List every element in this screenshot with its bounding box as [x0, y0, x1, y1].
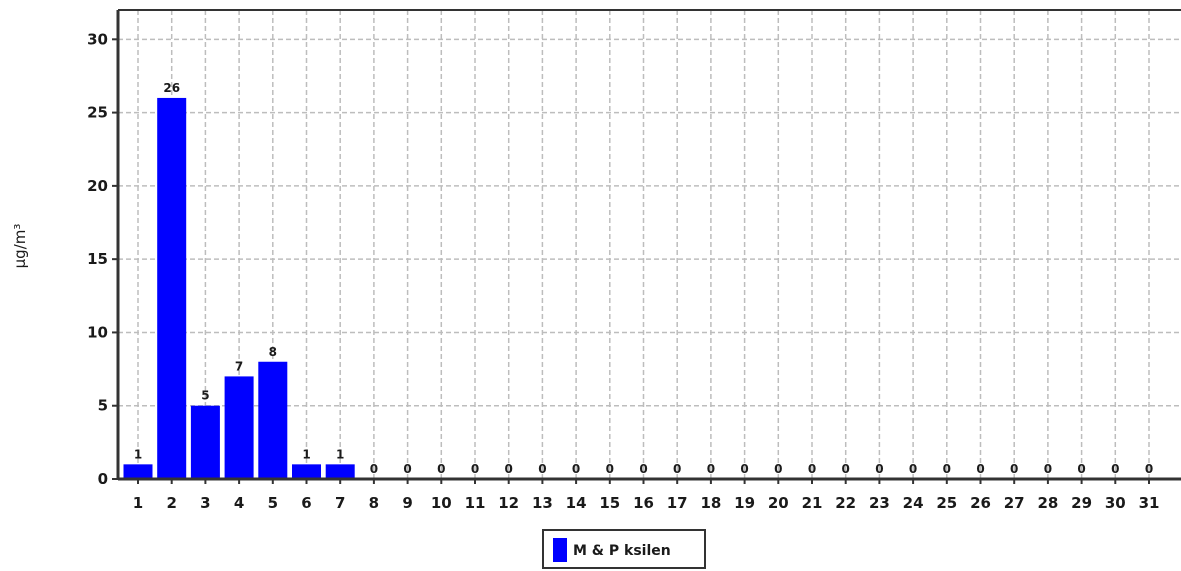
data-label: 7: [235, 359, 243, 373]
data-label: 0: [639, 462, 647, 476]
data-label: 0: [538, 462, 546, 476]
x-tick-label: 25: [936, 494, 957, 512]
data-label: 5: [201, 389, 209, 403]
data-label: 0: [1010, 462, 1018, 476]
y-tick-label: 5: [98, 397, 108, 415]
data-label: 0: [707, 462, 715, 476]
x-tick-label: 31: [1139, 494, 1160, 512]
data-label: 0: [1111, 462, 1119, 476]
x-tick-label: 24: [903, 494, 924, 512]
y-tick-label: 15: [87, 250, 108, 268]
bar: [123, 464, 153, 479]
legend: M & P ksilen: [542, 529, 706, 569]
bar: [157, 97, 187, 479]
x-tick-label: 11: [465, 494, 486, 512]
x-tick-label: 28: [1037, 494, 1058, 512]
data-label: 0: [673, 462, 681, 476]
y-tick-labels: 0 5 10 15 20 25 30: [87, 30, 118, 488]
y-axis-label: µg/m³: [11, 224, 29, 269]
x-tick-label: 2: [166, 494, 176, 512]
data-label: 0: [774, 462, 782, 476]
x-tick-label: 8: [369, 494, 379, 512]
x-tick-label: 17: [667, 494, 688, 512]
data-label: 0: [1044, 462, 1052, 476]
legend-label: M & P ksilen: [573, 543, 671, 559]
data-labels: 1 26 5 7 8 1 1 0 0 0 0 0 0 0 0 0 0 0 0 0 0 0 0 0 0 0 0 0 0 0 0: [134, 81, 1153, 476]
data-label: 0: [606, 462, 614, 476]
x-tick-label: 3: [200, 494, 210, 512]
data-label: 1: [302, 447, 310, 461]
data-label: 26: [163, 81, 180, 95]
legend-swatch: [553, 538, 567, 562]
bar: [258, 361, 288, 479]
data-label: 1: [134, 447, 142, 461]
y-tick-label: 25: [87, 104, 108, 122]
data-label: 0: [842, 462, 850, 476]
x-tick-label: 29: [1071, 494, 1092, 512]
x-tick-label: 21: [802, 494, 823, 512]
x-tick-label: 14: [566, 494, 587, 512]
y-tick-label: 30: [87, 30, 108, 48]
data-label: 0: [437, 462, 445, 476]
y-tick-label: 20: [87, 177, 108, 195]
x-tick-label: 13: [532, 494, 553, 512]
y-tick-label: 0: [98, 470, 108, 488]
data-label: 0: [909, 462, 917, 476]
data-label: 1: [336, 447, 344, 461]
bar: [190, 405, 220, 479]
x-tick-label: 9: [402, 494, 412, 512]
data-label: 0: [740, 462, 748, 476]
x-tick-labels: 1 2 3 4 5 6 7 8 9 10 11 12 13 14 15 16 17 18 19 20 21 22 23 24 2…: [133, 479, 1160, 512]
y-tick-label: 10: [87, 323, 108, 341]
x-tick-label: 5: [268, 494, 278, 512]
x-tick-label: 10: [431, 494, 452, 512]
x-tick-label: 16: [633, 494, 654, 512]
data-label: 0: [572, 462, 580, 476]
x-tick-label: 19: [734, 494, 755, 512]
data-label: 0: [505, 462, 513, 476]
x-tick-label: 4: [234, 494, 244, 512]
x-tick-label: 23: [869, 494, 890, 512]
x-tick-label: 27: [1004, 494, 1025, 512]
bar: [325, 464, 355, 479]
bar: [224, 376, 254, 479]
data-label: 8: [269, 345, 277, 359]
data-label: 0: [1077, 462, 1085, 476]
x-tick-label: 22: [835, 494, 856, 512]
x-tick-label: 12: [498, 494, 519, 512]
data-label: 0: [875, 462, 883, 476]
x-tick-label: 15: [599, 494, 620, 512]
x-tick-label: 6: [301, 494, 311, 512]
data-label: 0: [403, 462, 411, 476]
x-tick-label: 1: [133, 494, 143, 512]
data-label: 0: [808, 462, 816, 476]
bar: [292, 464, 321, 479]
x-tick-label: 18: [700, 494, 721, 512]
data-label: 0: [471, 462, 479, 476]
x-tick-label: 30: [1105, 494, 1126, 512]
data-label: 0: [1145, 462, 1153, 476]
data-label: 0: [943, 462, 951, 476]
data-label: 0: [976, 462, 984, 476]
axes: [116, 9, 1181, 481]
x-tick-label: 7: [335, 494, 345, 512]
x-tick-label: 20: [768, 494, 789, 512]
x-tick-label: 26: [970, 494, 991, 512]
data-label: 0: [370, 462, 378, 476]
legend-box: [542, 529, 706, 569]
bars: [123, 97, 355, 479]
